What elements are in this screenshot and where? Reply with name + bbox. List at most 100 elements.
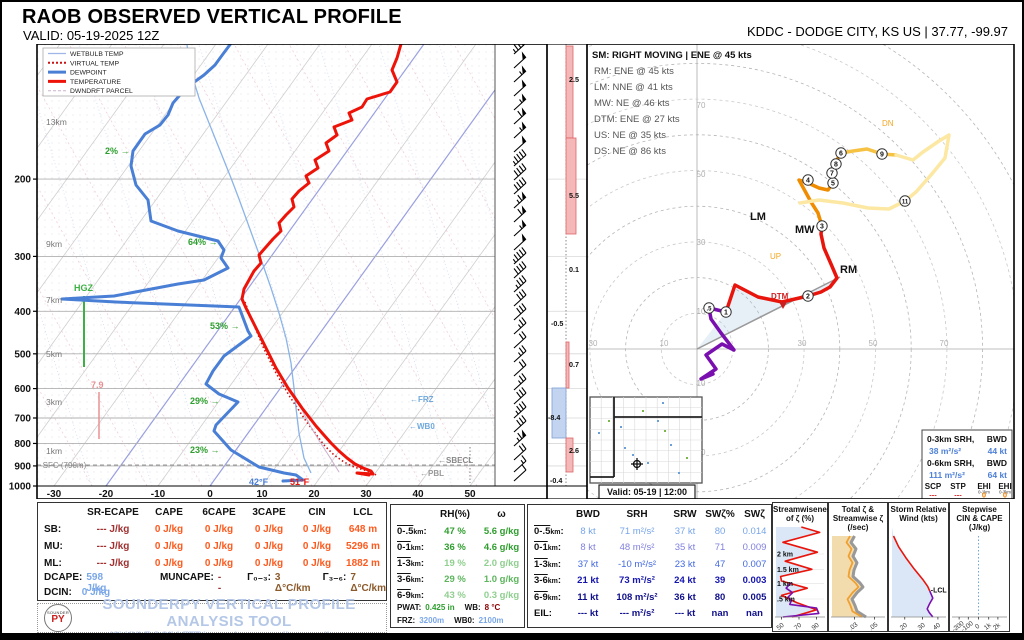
table-cell: 0 J/kg (302, 524, 332, 535)
skewt-grid (37, 44, 495, 486)
svg-text:5.5: 5.5 (569, 191, 579, 200)
svg-text:DN: DN (882, 119, 894, 128)
column-header: SR-ECAPE (87, 506, 139, 518)
column-header: SWζ (744, 508, 765, 520)
hodograph-trace-1-3km (724, 224, 839, 314)
hodograph: 1030507010301030305070.512345678911LMMWR… (587, 44, 1014, 500)
dewpoint-curve (60, 44, 305, 483)
svg-text:4: 4 (806, 177, 810, 184)
svg-text:30: 30 (697, 238, 706, 247)
svg-text:EHI: EHI (998, 482, 1011, 491)
svg-text:70: 70 (940, 339, 949, 348)
svg-text:1: 1 (724, 309, 728, 316)
table-cell: 0 J/kg (204, 558, 234, 569)
svg-text:600: 600 (14, 384, 31, 395)
svg-text:0-3km SRH,: 0-3km SRH, (927, 434, 974, 444)
table-cell: 0 J/kg (302, 558, 332, 569)
thermodynamics-table: SR-ECAPE CAPE 6CAPE 3CAPE CIN LCL SB: --- J/kg 0… (37, 502, 387, 601)
table-cell: --- J/kg (96, 541, 130, 552)
column-header: CAPE (155, 506, 183, 518)
location-map (589, 396, 703, 484)
table-row: MU: --- J/kg 0 J/kg 0 J/kg 0 J/kg 0 J/kg 5296 … (38, 538, 386, 555)
column-header: CIN (308, 506, 326, 518)
svg-text:400: 400 (14, 307, 31, 318)
svg-text:50: 50 (776, 622, 786, 632)
svg-text:TEMPERATURE: TEMPERATURE (70, 79, 121, 86)
height-marker (802, 290, 814, 302)
svg-text:38 m²/s²: 38 m²/s² (929, 446, 961, 456)
svg-text:30: 30 (589, 339, 598, 348)
svg-text:2.6: 2.6 (569, 446, 579, 455)
svg-text:←SBECL: ←SBECL (438, 456, 473, 465)
column-header: SRH (626, 508, 648, 520)
column-header: LCL (353, 506, 373, 518)
storm-motion-summary: SM: RIGHT MOVING | ENE @ 45 kts (592, 50, 752, 61)
svg-text:42°F: 42°F (249, 477, 269, 487)
panel-storm-relative-wind: Storm Relative Wind (kts) -LCL 20 30 40 (888, 502, 949, 632)
svg-text:1.5 km: 1.5 km (777, 567, 799, 574)
svg-text:7.9: 7.9 (91, 380, 104, 390)
svg-text:←WB0: ←WB0 (409, 422, 435, 431)
table-cell: 1882 m (346, 558, 380, 569)
table-row: 0-.5km: 47 % 5.6 g/kg (397, 525, 520, 537)
srh-bwd-box: 0-3km SRH, BWD 38 m²/s² 44 kt 0-6km SRH, BWD 1… (921, 429, 1013, 500)
svg-text:9: 9 (880, 151, 884, 158)
moisture-table: RH(%) ω 0-.5km: 47 % 5.6 g/kg 0-1km: 36 % 4.6 g… (390, 504, 525, 628)
svg-text:1k: 1k (983, 621, 993, 631)
table-cell: 5296 m (346, 541, 380, 552)
svg-text:DEWPOINT: DEWPOINT (70, 70, 107, 77)
table-row: 6-9km: 43 % 0.3 g/kg (397, 589, 520, 601)
svg-text:-30: -30 (47, 489, 62, 499)
table-cell: --- J/kg (96, 558, 130, 569)
svg-text:1000: 1000 (9, 482, 32, 493)
svg-text:5km: 5km (46, 349, 62, 359)
svg-text:700: 700 (14, 413, 31, 424)
table-row: 1-3km: 37 kt -10 m²/s² 23 kt 47 0.007 (534, 558, 767, 570)
column-header: SRW (673, 508, 697, 520)
height-marker (899, 195, 911, 207)
svg-text:-8.4: -8.4 (548, 413, 560, 422)
svg-text:70: 70 (793, 622, 803, 632)
svg-text:2% →: 2% → (105, 146, 130, 156)
page-title: RAOB OBSERVED VERTICAL PROFILE (22, 6, 402, 28)
svg-text:20: 20 (308, 489, 320, 499)
height-marker (703, 302, 715, 314)
panel-stepwise-cin-cape: Stepwise CIN & CAPE (J/kg) -200 -100 0 1k 2k (949, 502, 1010, 633)
svg-text:0: 0 (207, 489, 213, 499)
svg-text:11: 11 (902, 199, 909, 205)
svg-text:---: --- (929, 491, 937, 500)
svg-text:BWD: BWD (987, 434, 1007, 444)
svg-text:50: 50 (697, 170, 706, 179)
svg-text:0-6km SRH,: 0-6km SRH, (927, 458, 974, 468)
svg-text:23% →: 23% → (190, 445, 220, 455)
svg-text:.5 km: .5 km (777, 597, 795, 604)
svg-text:-0.4: -0.4 (550, 476, 562, 485)
svg-text:STP: STP (950, 482, 966, 491)
svg-text:53% →: 53% → (210, 321, 240, 331)
station-info: KDDC - DODGE CITY, KS US | 37.77, -99.97 (746, 24, 1008, 39)
table-cell: 0 J/kg (154, 541, 184, 552)
lapse-rate-labels: 2.5 5.5 0.1 -0.5 0.7 -8.4 2.6 -0.4 (548, 75, 579, 485)
column-header: 3CAPE (252, 506, 286, 518)
lapse-rate-strip (547, 44, 587, 486)
temperature-curve (240, 44, 403, 477)
table-cell: 0 J/kg (254, 558, 284, 569)
svg-text:8: 8 (834, 161, 838, 168)
svg-text:7km: 7km (46, 295, 62, 305)
svg-text:51°F: 51°F (290, 477, 310, 487)
svg-text:RM: RM (840, 264, 857, 276)
svg-text:90: 90 (811, 622, 821, 632)
height-marker (802, 174, 814, 186)
svg-text:70: 70 (697, 101, 706, 110)
table-row: 0-.5km: 8 kt 71 m²/s² 37 kt 80 0.014 (534, 525, 767, 537)
table-row: ML: --- J/kg 0 J/kg 0 J/kg 0 J/kg 0 J/kg 1882 … (38, 555, 386, 572)
svg-text:-0.5: -0.5 (551, 319, 563, 328)
kinematics-table: BWD SRH SRW SWζ% SWζ 0-.5km: 8 kt 71 m²/s² 37 kt… (527, 504, 772, 628)
svg-text:40: 40 (412, 489, 424, 499)
svg-text:VIRTUAL TEMP: VIRTUAL TEMP (70, 60, 119, 67)
svg-text:50: 50 (464, 489, 476, 499)
svg-text:10: 10 (256, 489, 268, 499)
svg-text:30: 30 (917, 622, 927, 632)
svg-text:2.5: 2.5 (569, 75, 579, 84)
